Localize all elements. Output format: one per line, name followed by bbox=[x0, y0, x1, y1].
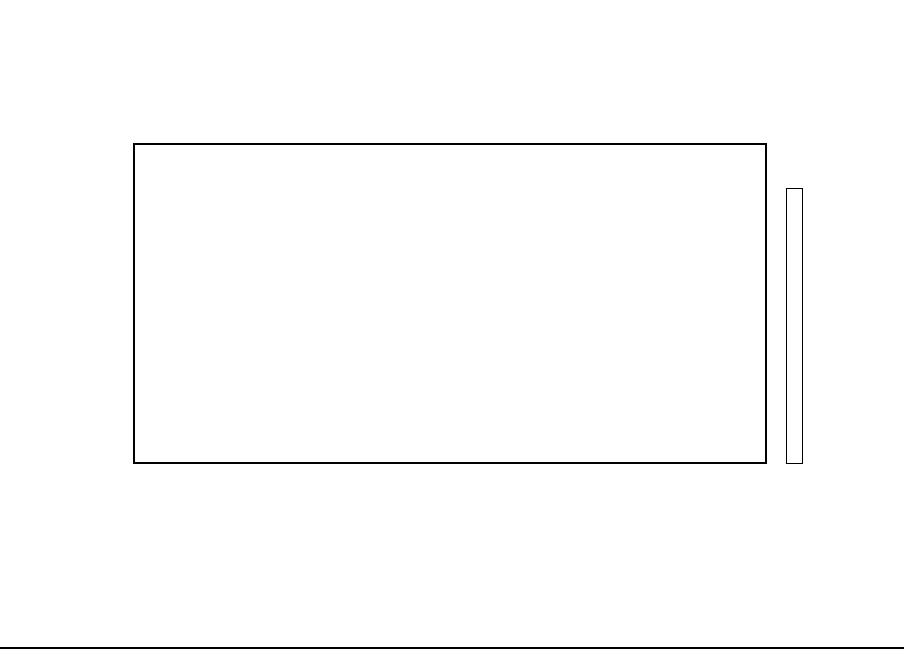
heatmap-canvas bbox=[135, 145, 765, 462]
plot-frame bbox=[133, 143, 767, 464]
footer-rule bbox=[0, 647, 904, 649]
colorbar bbox=[786, 188, 803, 464]
